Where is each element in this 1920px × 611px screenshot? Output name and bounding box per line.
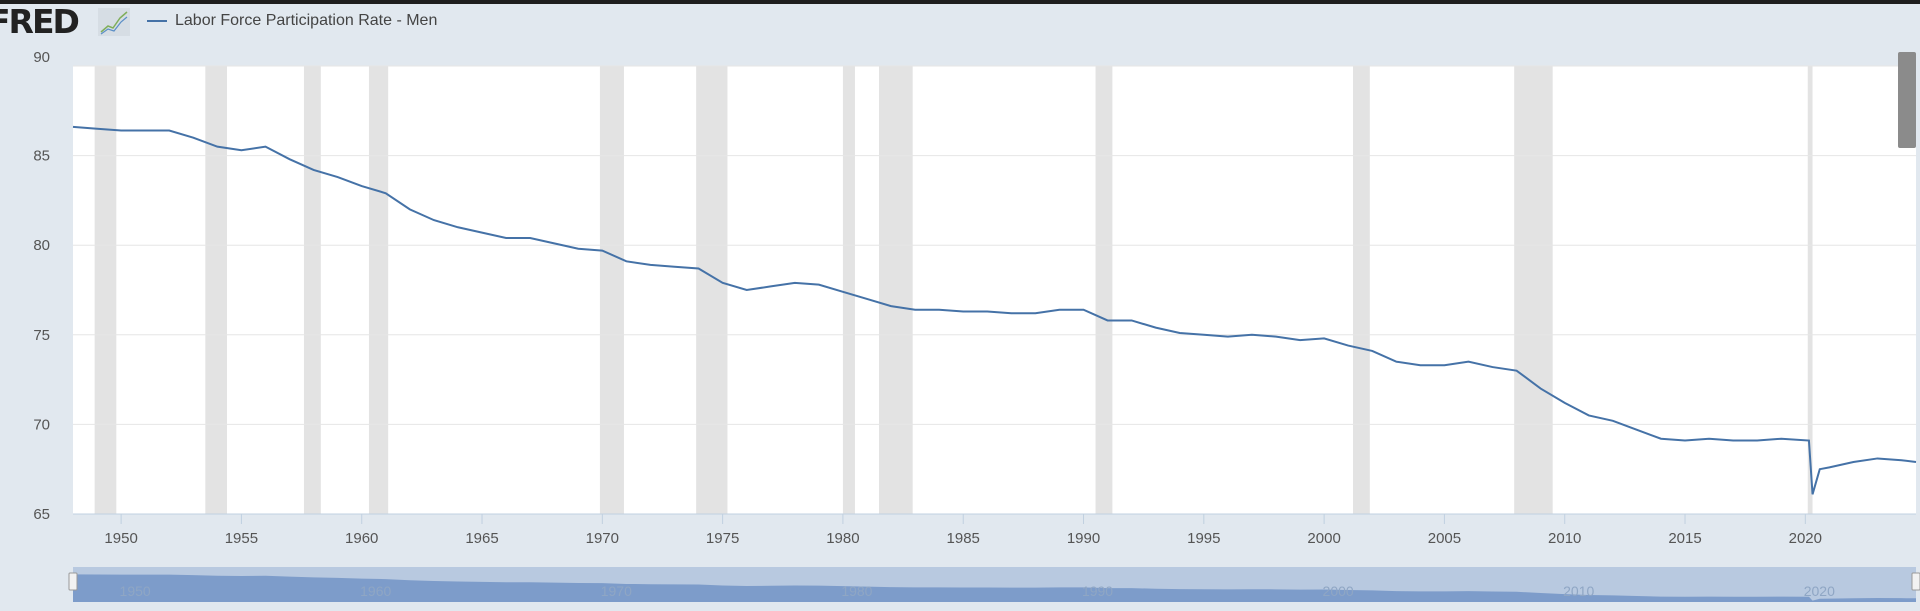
scrollbar-thumb[interactable]: [1898, 52, 1916, 148]
recession-band: [1514, 66, 1553, 514]
legend-item[interactable]: Labor Force Participation Rate - Men: [147, 12, 437, 30]
series-line: [72, 125, 1917, 495]
x-tick-label: 2020: [1789, 530, 1822, 547]
recession-band: [205, 66, 227, 514]
legend-line-swatch: [147, 20, 167, 22]
top-bar: [0, 0, 1920, 4]
x-tick-label: 1980: [826, 530, 859, 547]
recession-band: [368, 66, 389, 514]
navigator-label: 1980: [841, 583, 872, 599]
navigator-label: 1990: [1082, 583, 1113, 599]
x-tick-label: 1955: [225, 530, 258, 547]
recession-band: [1352, 66, 1370, 514]
navigator-label: 2020: [1804, 583, 1835, 599]
x-tick-label: 1975: [706, 530, 739, 547]
y-tick-label: 80: [33, 237, 50, 254]
x-tick-label: 2010: [1548, 530, 1581, 547]
legend-label: Labor Force Participation Rate - Men: [175, 12, 438, 29]
recession-band: [1095, 66, 1113, 514]
recession-band: [879, 66, 913, 514]
x-tick-label: 2000: [1307, 530, 1340, 547]
navigator-handle-left[interactable]: [68, 572, 78, 591]
recession-band: [696, 66, 728, 514]
y-tick-label: 85: [33, 148, 50, 165]
navigator-series-area: [73, 574, 1916, 602]
x-tick-label: 1985: [947, 530, 980, 547]
x-tick-label: 1990: [1067, 530, 1100, 547]
x-tick-label: 1965: [465, 530, 498, 547]
x-tick-label: 1960: [345, 530, 378, 547]
navigator-label: 1970: [601, 583, 632, 599]
recession-band: [599, 66, 624, 514]
fred-logo[interactable]: FRED: [0, 2, 80, 41]
y-tick-label: 65: [33, 506, 50, 523]
navigator-label: 1950: [120, 583, 151, 599]
x-tick-label: 1995: [1187, 530, 1220, 547]
recession-band: [1807, 66, 1813, 514]
x-tick-label: 2005: [1428, 530, 1461, 547]
navigator-handle-right[interactable]: [1911, 572, 1920, 591]
navigator-label: 1960: [360, 583, 391, 599]
y-tick-label: 90: [33, 49, 50, 66]
navigator-label: 2000: [1323, 583, 1354, 599]
y-tick-label: 70: [33, 416, 50, 433]
recession-band: [303, 66, 321, 514]
line-chart-icon: [98, 8, 130, 36]
x-tick-label: 1950: [104, 530, 137, 547]
recession-band: [94, 66, 117, 514]
x-tick-label: 1970: [586, 530, 619, 547]
y-tick-label: 75: [33, 327, 50, 344]
plot-area: [73, 66, 1916, 514]
recession-band: [842, 66, 855, 514]
navigator-label: 2010: [1563, 583, 1594, 599]
x-tick-label: 2015: [1668, 530, 1701, 547]
